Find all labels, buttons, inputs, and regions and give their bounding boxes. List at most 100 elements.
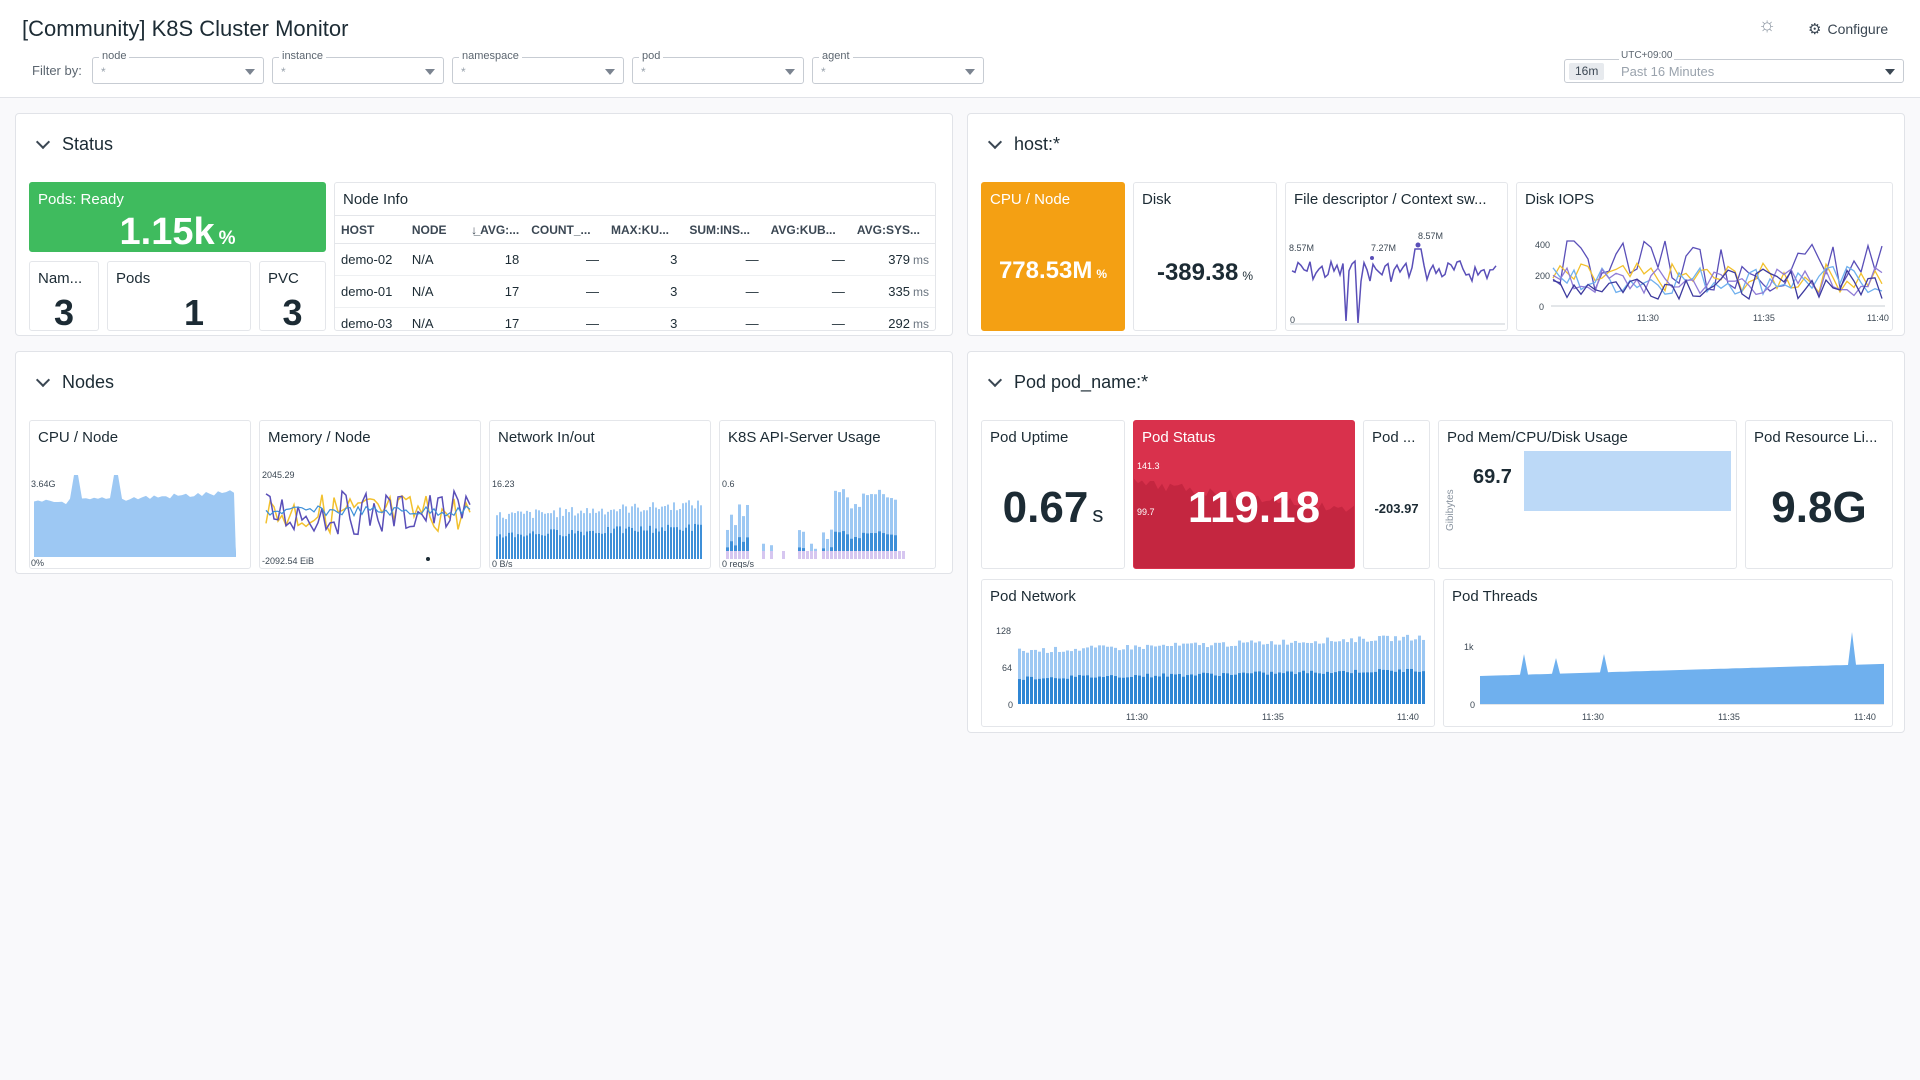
cell-host: demo-03 [335, 307, 406, 330]
widget-disk-iops[interactable]: Disk IOPS 400 200 0 11:30 11:35 11:40 [1516, 182, 1893, 331]
api-server-chart: 0.6 0 reqs/s [722, 479, 905, 568]
pod-network-bar [1098, 645, 1101, 704]
network-bar [601, 533, 603, 559]
col-avg-sys[interactable]: AVG:SYS... [850, 215, 935, 244]
network-bar [526, 535, 528, 559]
filter-instance[interactable]: instance * [272, 50, 444, 84]
dashboard-title: [Community] K8S Cluster Monitor [22, 16, 349, 41]
pod-network-bar [1418, 671, 1421, 704]
col-avg[interactable]: ↓̲ AVG:... [458, 215, 526, 244]
group-status-header[interactable]: Status [35, 134, 113, 155]
col-max[interactable]: MAX:KU... [605, 215, 684, 244]
network-bar [514, 513, 516, 559]
group-pod-header[interactable]: Pod pod_name:* [987, 372, 1149, 393]
table-row[interactable]: demo-01 N/A 17 — 3 — — 335 ms [335, 275, 935, 308]
network-bar [544, 535, 546, 559]
widget-pvc[interactable]: PVC 3 [259, 261, 326, 331]
filter-node[interactable]: node * [92, 50, 264, 84]
widget-value: 1.15k% [119, 211, 236, 252]
api-bar [830, 551, 833, 559]
widget-namespaces[interactable]: Nam... 3 [29, 261, 99, 331]
widget-value: 0.67 s [1002, 483, 1104, 532]
pod-network-bar [1134, 645, 1137, 704]
widget-nodes-cpu[interactable]: CPU / Node 3.64G 0% [29, 420, 251, 569]
network-bar [583, 535, 585, 559]
api-bar [882, 494, 885, 559]
memory-series-line [265, 488, 471, 536]
chevron-down-icon [785, 69, 795, 75]
col-avg-kub[interactable]: AVG:KUB... [764, 215, 851, 244]
widget-pod-status[interactable]: 141.3 99.7 Pod Status 119.18 [1133, 420, 1355, 569]
api-bar [742, 551, 745, 559]
widget-node-info[interactable]: Node Info HOST NODE ↓̲ AVG:... COUNT_...… [334, 182, 936, 331]
network-bar [550, 529, 552, 559]
node-info-table: HOST NODE ↓̲ AVG:... COUNT_... MAX:KU...… [335, 215, 935, 330]
sun-gear-icon[interactable]: ☼ [1757, 14, 1777, 36]
widget-pod-resource-limit[interactable]: Pod Resource Li... 9.8G [1745, 420, 1893, 569]
cell-count: — [525, 275, 605, 308]
filter-namespace[interactable]: namespace * [452, 50, 624, 84]
filter-agent[interactable]: agent * [812, 50, 984, 84]
col-count[interactable]: COUNT_... [525, 215, 605, 244]
widget-nodes-memory[interactable]: Memory / Node 2045.29 -2092.54 EiB [259, 420, 481, 569]
table-row[interactable]: demo-02 N/A 18 — 3 — — 379 ms [335, 243, 935, 276]
widget-title: Pod Uptime [990, 429, 1069, 446]
widget-pod-network[interactable]: Pod Network 128 64 0 11:30 11:35 11:40 [981, 579, 1435, 727]
widget-host-cpu-node[interactable]: CPU / Node 778.53M% [981, 182, 1125, 331]
widget-pods-ready[interactable]: Pods: Ready 1.15k% [29, 182, 326, 252]
pod-network-bar [1042, 678, 1045, 704]
cell-max: 3 [605, 243, 684, 276]
api-bar [850, 551, 853, 559]
widget-nodes-network[interactable]: Network In/out 16.23 0 B/s [489, 420, 711, 569]
cell-node: N/A [405, 243, 459, 276]
group-host-header[interactable]: host:* [987, 134, 1060, 155]
group-nodes-title: Nodes [62, 372, 115, 392]
widget-pod-mem-cpu-disk[interactable]: Pod Mem/CPU/Disk Usage Gibibytes 69.7 [1438, 420, 1737, 569]
widget-host-disk[interactable]: Disk -389.38% [1133, 182, 1277, 331]
group-nodes-header[interactable]: Nodes [35, 372, 115, 393]
network-bar [499, 534, 501, 559]
widget-pod-short[interactable]: Pod ... -203.97 [1363, 420, 1430, 569]
pod-network-bar [1094, 647, 1097, 704]
fd-marker [1370, 256, 1374, 260]
network-bar [697, 524, 699, 559]
tick-label: 400 [1535, 240, 1550, 250]
col-node[interactable]: NODE [405, 215, 459, 244]
network-bar [595, 533, 597, 559]
network-bar [517, 534, 519, 559]
api-bar [746, 551, 749, 559]
pod-network-bar [1402, 636, 1405, 704]
pod-network-bar [1186, 643, 1189, 704]
y-label-bottom: 0% [31, 558, 44, 568]
col-host[interactable]: HOST [335, 215, 406, 244]
widget-api-server[interactable]: K8S API-Server Usage 0.6 0 reqs/s [719, 420, 936, 569]
col-sum[interactable]: SUM:INS... [683, 215, 765, 244]
y-label-bottom: 0 B/s [492, 559, 513, 569]
widget-pods[interactable]: Pods 1 [107, 261, 251, 331]
time-range-picker[interactable]: UTC+09:00 16m Past 16 Minutes [1564, 50, 1904, 83]
network-bar [607, 527, 609, 559]
api-bar [842, 531, 845, 559]
pod-network-bar [1362, 672, 1365, 704]
gear-icon: ⚙ [1808, 21, 1822, 38]
group-pod-title: Pod pod_name:* [1014, 372, 1149, 392]
widget-value: 3 [282, 292, 303, 331]
widget-file-descriptor[interactable]: File descriptor / Context sw... 8.57M 0 … [1285, 182, 1508, 331]
timezone-label: UTC+09:00 [1619, 50, 1675, 62]
filter-pod[interactable]: pod * [632, 50, 804, 84]
network-bar [523, 513, 525, 559]
table-row[interactable]: demo-03 N/A 17 — 3 — — 292 ms [335, 307, 935, 330]
pod-network-bar [1346, 672, 1349, 704]
widget-pod-uptime[interactable]: Pod Uptime 0.67 s [981, 420, 1125, 569]
pod-network-bar [1414, 671, 1417, 704]
pod-network-bar [1298, 672, 1301, 704]
pod-network-bar [1258, 671, 1261, 704]
network-bar [646, 530, 648, 559]
widget-pod-threads[interactable]: Pod Threads 1k 0 11:30 11:35 11:40 [1443, 579, 1893, 727]
configure-button[interactable]: ⚙ Configure [1808, 18, 1888, 40]
fd-ann-1: 7.27M [1371, 243, 1396, 253]
widget-title: Pod Status [1142, 429, 1216, 446]
pod-network-bar [1134, 675, 1137, 704]
tick-label: 11:35 [1753, 313, 1775, 323]
api-bar [874, 533, 877, 559]
